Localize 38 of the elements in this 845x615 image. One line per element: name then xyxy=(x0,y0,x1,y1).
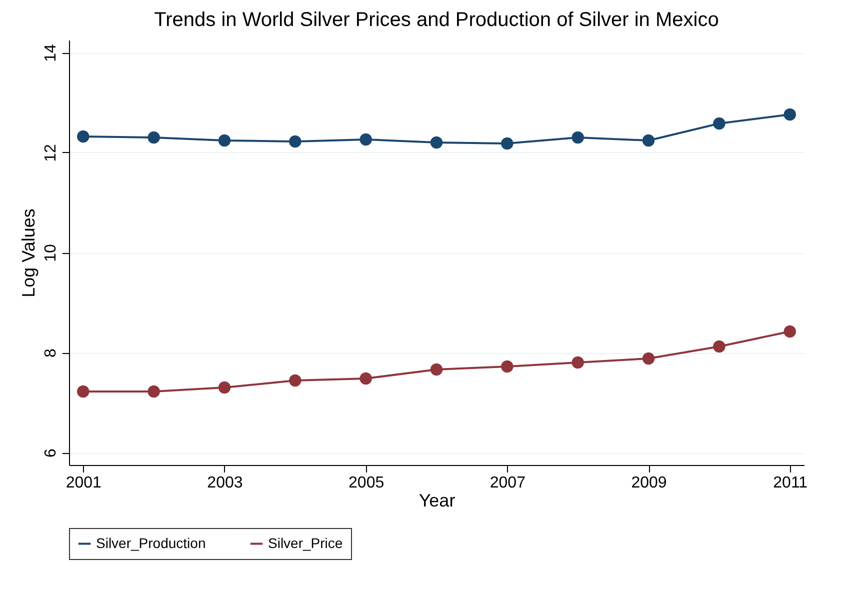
y-tick-label: 10 xyxy=(42,244,60,262)
point xyxy=(430,136,443,149)
point xyxy=(77,385,90,398)
x-axis-title: Year xyxy=(418,490,456,510)
y-tick-label: 12 xyxy=(42,144,60,162)
point xyxy=(77,130,90,143)
y-tick-label: 14 xyxy=(42,44,60,62)
point xyxy=(713,117,726,130)
x-tick-label: 2001 xyxy=(66,474,102,492)
point xyxy=(289,374,302,387)
x-tick-label: 2005 xyxy=(348,474,384,492)
point xyxy=(572,356,584,369)
point xyxy=(360,372,372,385)
y-tick-label: 8 xyxy=(42,348,60,358)
point xyxy=(501,360,514,373)
point xyxy=(784,325,796,338)
legend-label: Silver_Price xyxy=(268,534,343,551)
point xyxy=(642,352,655,365)
y-axis-title: Log Values xyxy=(18,208,38,298)
point xyxy=(218,381,231,394)
point xyxy=(642,134,655,147)
x-tick-label: 2009 xyxy=(631,474,667,492)
point xyxy=(430,363,443,376)
point xyxy=(148,131,160,144)
point xyxy=(713,340,726,353)
point xyxy=(784,108,796,121)
point xyxy=(218,134,231,147)
chart-title: Trends in World Silver Prices and Production of Silver in Mexico xyxy=(154,9,719,31)
point xyxy=(501,137,514,150)
y-tick-label: 6 xyxy=(42,448,60,458)
point xyxy=(289,135,302,148)
x-tick-label: 2003 xyxy=(207,474,243,492)
point xyxy=(360,133,372,146)
legend-label: Silver_Production xyxy=(96,534,206,551)
point xyxy=(572,131,584,144)
x-tick-label: 2011 xyxy=(773,474,808,492)
point xyxy=(148,385,160,398)
x-tick-label: 2007 xyxy=(490,474,526,492)
